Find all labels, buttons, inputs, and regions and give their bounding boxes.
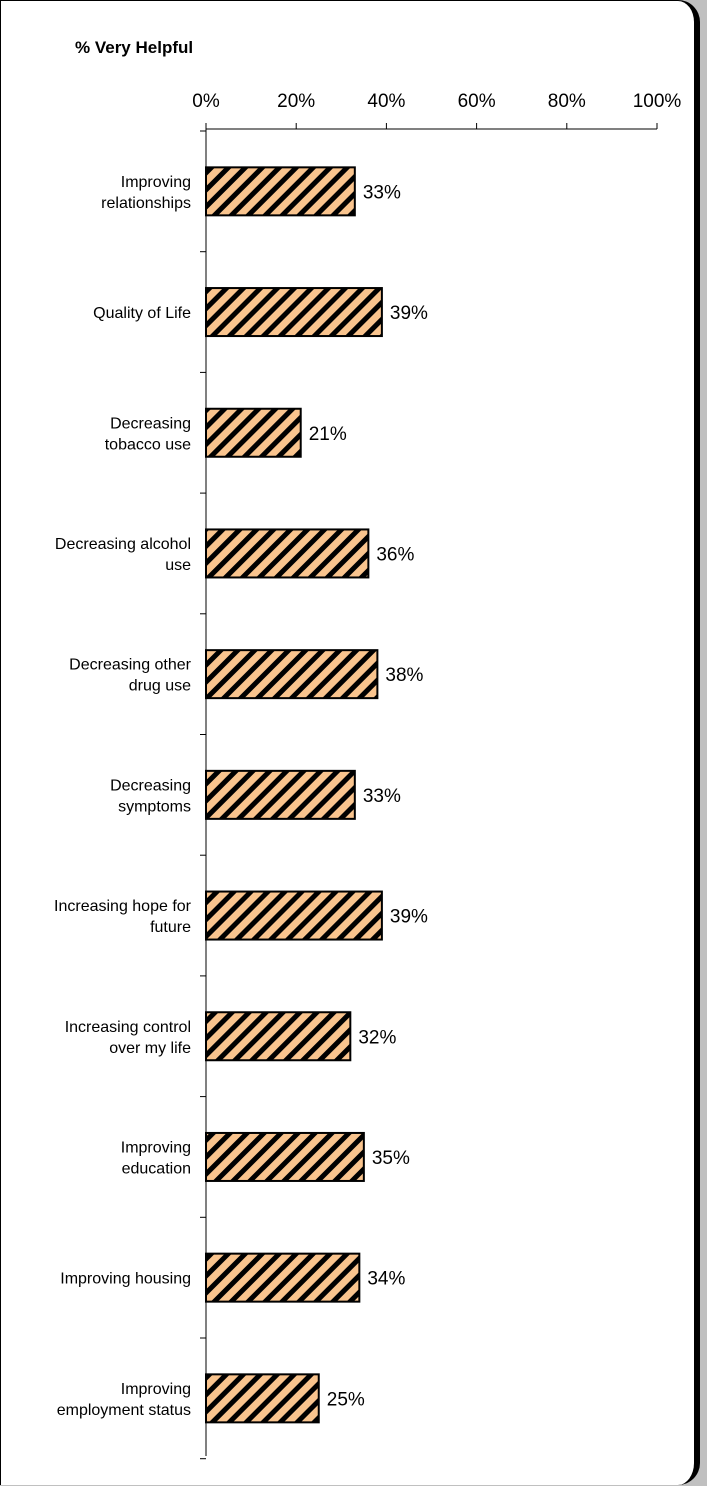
x-tick-label: 60% <box>458 91 496 112</box>
data-label: 32% <box>358 1027 396 1048</box>
category-label: Improving <box>121 1381 191 1398</box>
category-label: Improving <box>121 174 191 191</box>
x-tick-label: 100% <box>633 91 682 112</box>
data-label: 35% <box>372 1148 410 1169</box>
category-label: symptoms <box>118 798 191 815</box>
bar <box>205 649 379 700</box>
data-label: 33% <box>363 786 401 807</box>
bar <box>205 890 383 941</box>
category-label: relationships <box>101 195 191 212</box>
x-tick-label: 0% <box>192 91 220 112</box>
data-label: 21% <box>309 424 347 445</box>
category-label: Decreasing <box>110 415 191 432</box>
bar <box>205 407 302 458</box>
bar <box>205 769 356 820</box>
category-label: tobacco use <box>105 436 191 453</box>
category-label: Increasing control <box>65 1019 191 1036</box>
data-label: 25% <box>327 1389 365 1410</box>
x-tick-label: 20% <box>277 91 315 112</box>
category-label: future <box>150 919 191 936</box>
data-label: 36% <box>376 544 414 565</box>
y-axis: Improving relationships Quality of Life Dec… <box>54 129 207 1460</box>
bar <box>205 1011 352 1062</box>
bar <box>205 166 356 217</box>
category-label: Decreasing <box>110 777 191 794</box>
x-tick-label: 40% <box>367 91 405 112</box>
bar <box>205 287 383 338</box>
category-label: Improving housing <box>60 1271 191 1288</box>
category-label: Quality of Life <box>93 305 191 322</box>
category-label: use <box>165 557 191 574</box>
bar <box>205 1252 361 1303</box>
category-label: education <box>122 1160 191 1177</box>
data-label: 33% <box>363 182 401 203</box>
x-tick-label: 80% <box>548 91 586 112</box>
category-label: Improving <box>121 1139 191 1156</box>
category-label: Decreasing other <box>69 657 192 674</box>
data-label: 34% <box>367 1269 405 1290</box>
bars-group: 33% 39% 21% 36% 38% 33% 39% 32% 35% 34% 25% <box>205 166 428 1424</box>
data-label: 38% <box>385 665 423 686</box>
bar <box>205 1373 320 1424</box>
data-label: 39% <box>390 303 428 324</box>
category-label: Decreasing alcohol <box>55 536 191 553</box>
category-label: employment status <box>57 1402 191 1419</box>
category-label: drug use <box>129 678 191 695</box>
bar <box>205 1131 365 1182</box>
category-label: Increasing hope for <box>54 898 192 915</box>
bar <box>205 528 370 579</box>
x-axis: 0% 20% 40% 60% 80% 100% <box>192 91 682 130</box>
data-label: 39% <box>390 907 428 928</box>
category-label: over my life <box>109 1040 191 1057</box>
chart-title: % Very Helpful <box>75 38 193 57</box>
